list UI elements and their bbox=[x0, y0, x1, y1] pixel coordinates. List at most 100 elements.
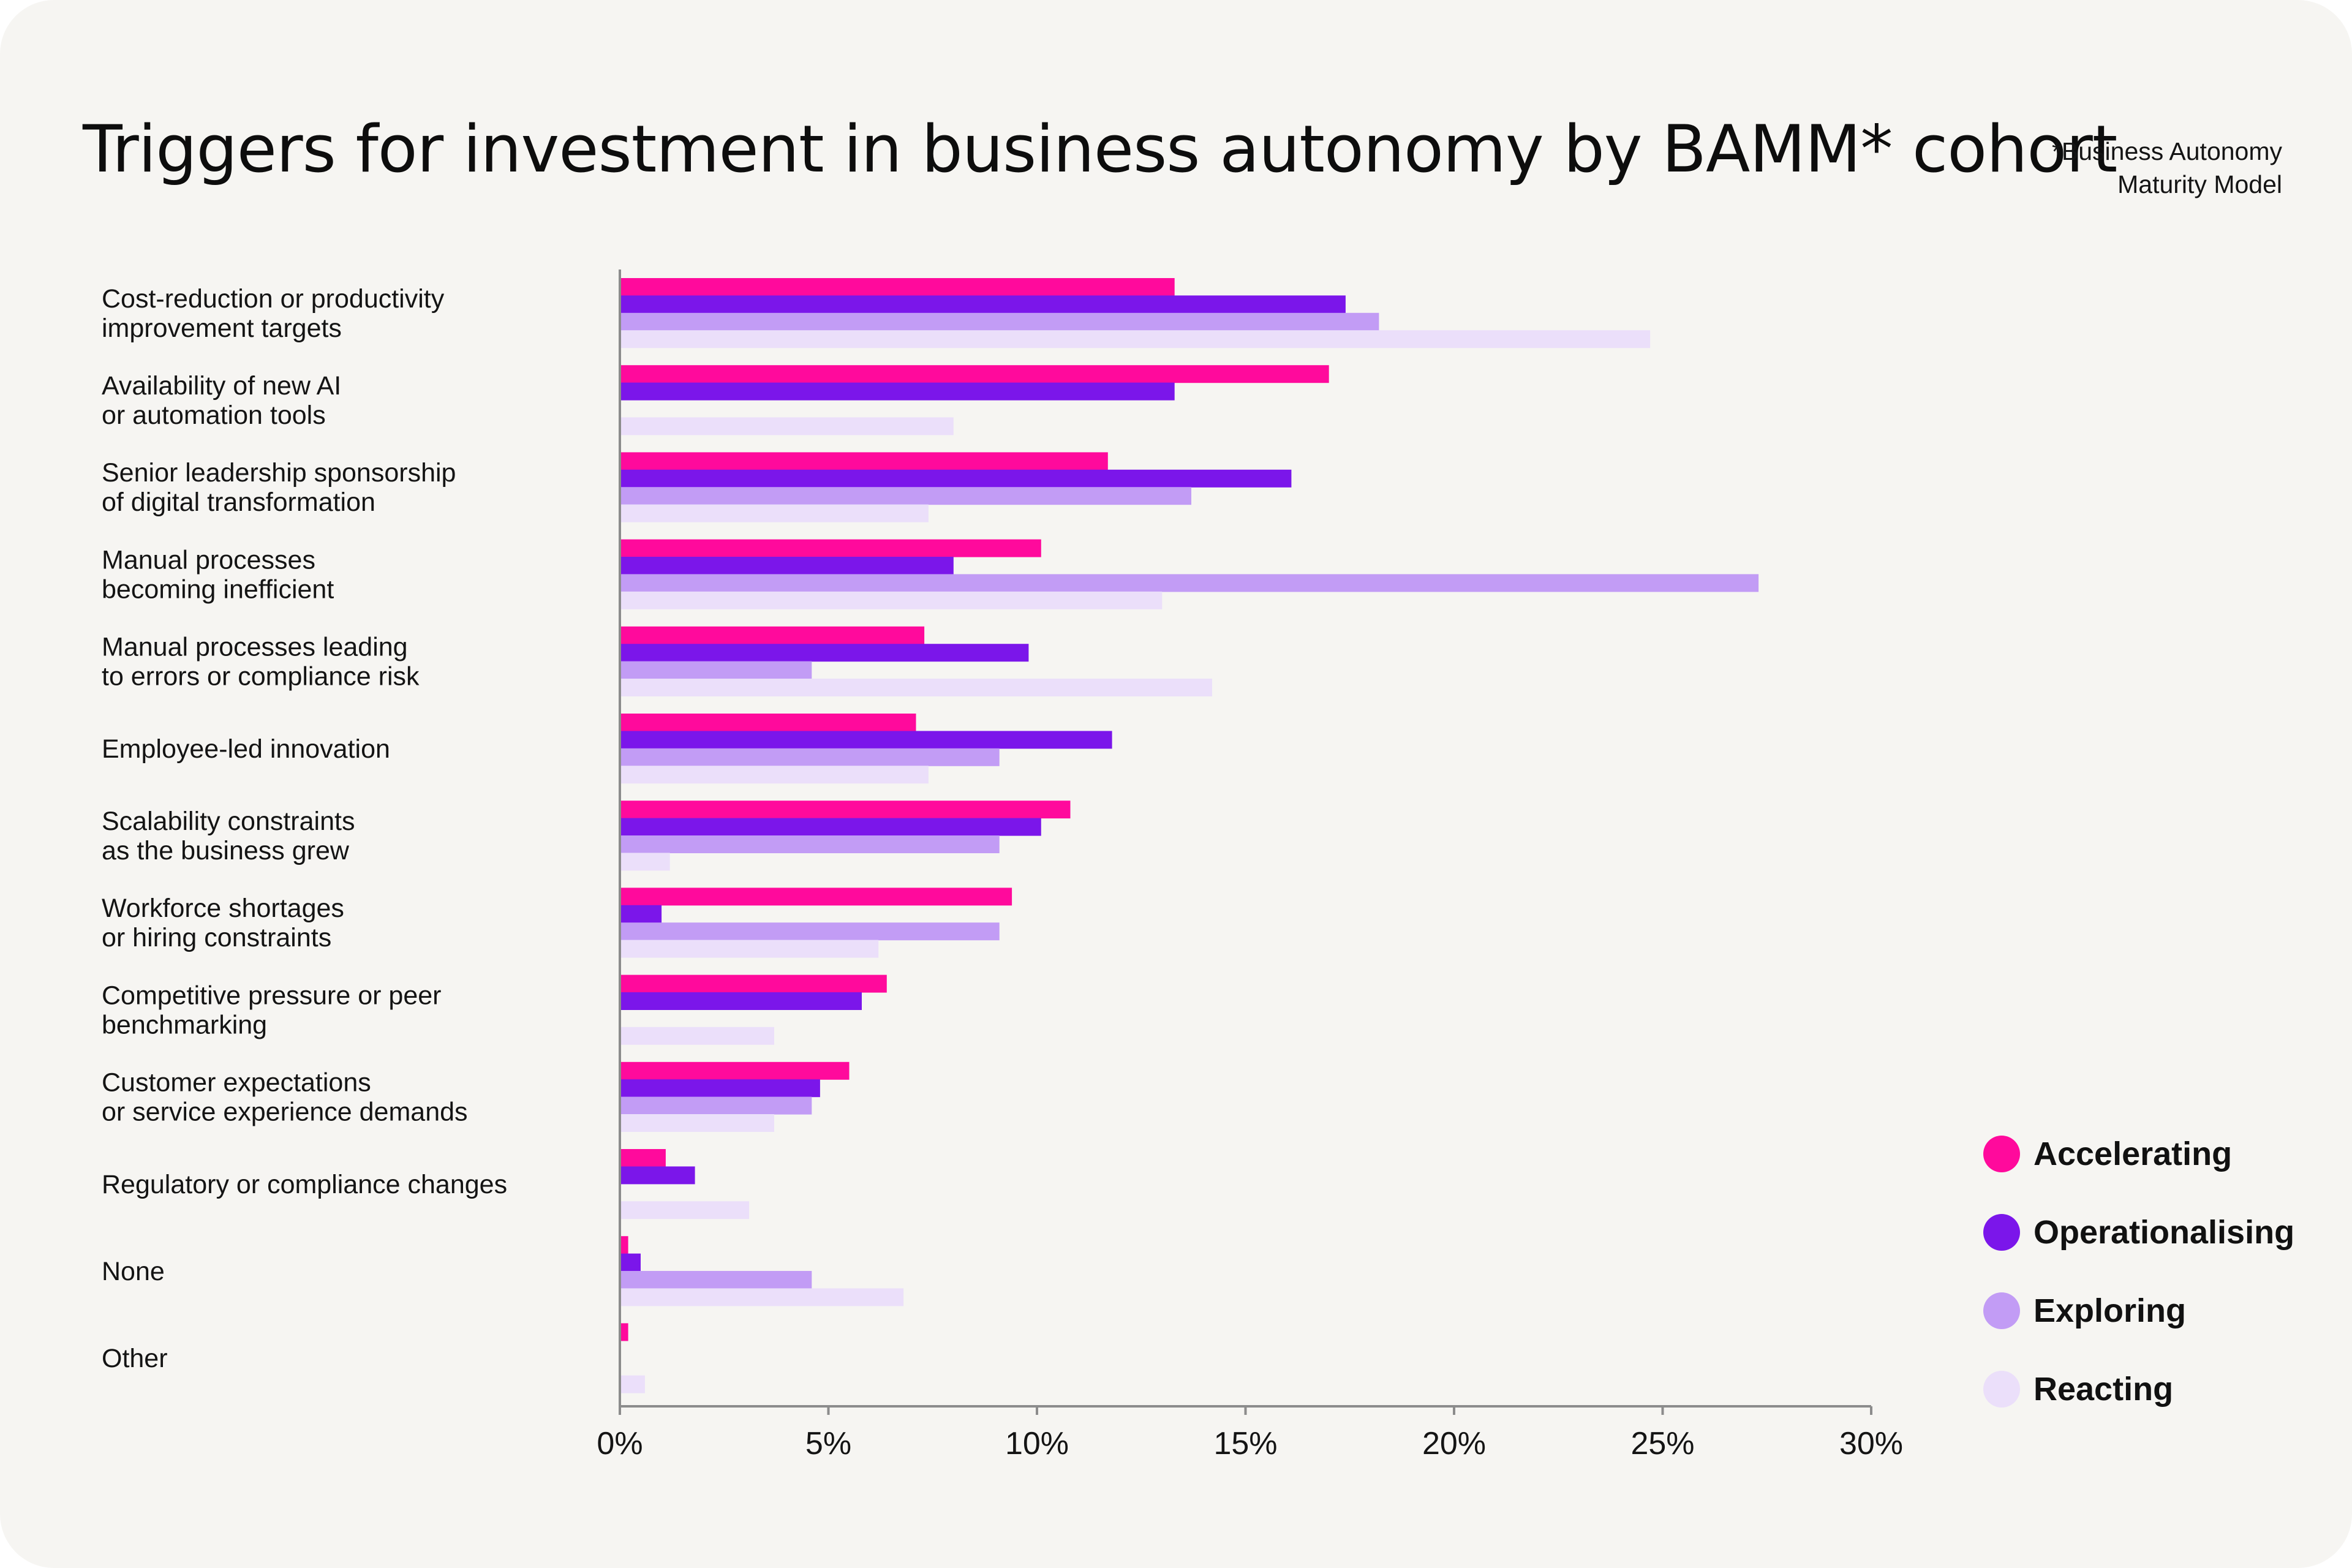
bar-reacting-10 bbox=[620, 1201, 750, 1219]
bar-reacting-0 bbox=[620, 330, 1651, 349]
bar-operationalising-6 bbox=[620, 818, 1041, 836]
bar-accelerating-5 bbox=[620, 714, 916, 731]
category-label-12: Other bbox=[102, 1344, 168, 1373]
x-tick-label-3: 15% bbox=[1213, 1426, 1277, 1461]
bar-operationalising-7 bbox=[620, 905, 662, 923]
category-label-9: Customer expectations or service experien… bbox=[102, 1068, 468, 1127]
legend-swatch-operationalising bbox=[1983, 1214, 2020, 1251]
bar-exploring-11 bbox=[620, 1271, 812, 1289]
bar-reacting-5 bbox=[620, 766, 929, 784]
bar-accelerating-11 bbox=[620, 1236, 628, 1254]
footnote: *Business Autonomy Maturity Model bbox=[2052, 135, 2282, 201]
legend-swatch-reacting bbox=[1983, 1371, 2020, 1408]
category-label-line: Competitive pressure or peer bbox=[102, 981, 441, 1010]
bar-exploring-6 bbox=[620, 835, 1000, 853]
legend: Accelerating Operationalising Exploring Rea… bbox=[1983, 1115, 2294, 1428]
bar-accelerating-2 bbox=[620, 452, 1108, 470]
legend-label-exploring: Exploring bbox=[2034, 1292, 2187, 1329]
bar-accelerating-10 bbox=[620, 1149, 666, 1167]
category-label-line: benchmarking bbox=[102, 1010, 267, 1039]
bar-reacting-1 bbox=[620, 417, 954, 435]
category-label-line: Manual processes bbox=[102, 545, 315, 575]
bar-accelerating-6 bbox=[620, 801, 1071, 819]
category-label-line: or hiring constraints bbox=[102, 923, 331, 952]
bar-exploring-0 bbox=[620, 312, 1379, 331]
category-label-line: to errors or compliance risk bbox=[102, 662, 420, 692]
bar-reacting-8 bbox=[620, 1027, 774, 1045]
category-label-line: Manual processes leading bbox=[102, 633, 408, 662]
bar-accelerating-1 bbox=[620, 365, 1329, 383]
legend-item-reacting: Reacting bbox=[1983, 1350, 2294, 1428]
bar-operationalising-4 bbox=[620, 644, 1029, 662]
category-label-7: Workforce shortages or hiring constraints bbox=[102, 894, 344, 952]
category-label-line: Workforce shortages bbox=[102, 894, 344, 923]
x-tick-label-5: 25% bbox=[1630, 1426, 1694, 1461]
category-label-line: or automation tools bbox=[102, 401, 326, 430]
footnote-line-1: *Business Autonomy bbox=[2051, 137, 2282, 165]
x-tick-label-2: 10% bbox=[1005, 1426, 1069, 1461]
footnote-line-2: Maturity Model bbox=[2117, 170, 2282, 198]
bar-reacting-12 bbox=[620, 1375, 645, 1393]
bar-operationalising-8 bbox=[620, 992, 862, 1010]
category-label-8: Competitive pressure or peer benchmarking bbox=[102, 981, 441, 1039]
bar-accelerating-8 bbox=[620, 974, 887, 993]
bar-accelerating-4 bbox=[620, 626, 925, 644]
bar-operationalising-9 bbox=[620, 1079, 820, 1098]
bar-exploring-9 bbox=[620, 1096, 812, 1115]
category-label-line: Regulatory or compliance changes bbox=[102, 1170, 507, 1199]
bar-operationalising-11 bbox=[620, 1253, 641, 1272]
x-tick-label-4: 20% bbox=[1422, 1426, 1486, 1461]
legend-label-operationalising: Operationalising bbox=[2034, 1214, 2295, 1251]
bar-operationalising-1 bbox=[620, 382, 1175, 401]
x-tick-label-6: 30% bbox=[1839, 1426, 1903, 1461]
category-label-line: or service experience demands bbox=[102, 1098, 468, 1127]
bar-exploring-2 bbox=[620, 487, 1191, 505]
x-tick-label-1: 5% bbox=[805, 1426, 851, 1461]
category-label-1: Availability of new AI or automation tool… bbox=[102, 371, 341, 430]
chart-title: Triggers for investment in business auto… bbox=[83, 111, 2117, 187]
bar-operationalising-10 bbox=[620, 1166, 695, 1185]
bar-accelerating-9 bbox=[620, 1061, 850, 1080]
category-label-line: Employee-led innovation bbox=[102, 734, 390, 764]
legend-swatch-accelerating bbox=[1983, 1136, 2020, 1172]
category-label-line: becoming inefficient bbox=[102, 575, 334, 604]
x-tick-label-0: 0% bbox=[597, 1426, 643, 1461]
bar-operationalising-5 bbox=[620, 731, 1112, 749]
bar-reacting-3 bbox=[620, 591, 1163, 609]
legend-label-accelerating: Accelerating bbox=[2034, 1136, 2233, 1172]
category-label-line: Availability of new AI bbox=[102, 371, 341, 401]
category-label-3: Manual processes becoming inefficient bbox=[102, 545, 334, 604]
category-label-line: Customer expectations bbox=[102, 1068, 371, 1098]
category-label-2: Senior leadership sponsorship of digital … bbox=[102, 458, 456, 517]
bar-reacting-4 bbox=[620, 679, 1212, 696]
legend-item-operationalising: Operationalising bbox=[1983, 1193, 2294, 1272]
bar-accelerating-7 bbox=[620, 888, 1012, 906]
bar-reacting-11 bbox=[620, 1288, 904, 1306]
category-label-line: improvement targets bbox=[102, 314, 342, 343]
bar-exploring-4 bbox=[620, 661, 812, 679]
category-label-line: Senior leadership sponsorship bbox=[102, 458, 456, 488]
category-label-line: Other bbox=[102, 1344, 168, 1373]
legend-swatch-exploring bbox=[1983, 1292, 2020, 1329]
category-label-5: Employee-led innovation bbox=[102, 734, 390, 764]
category-label-0: Cost-reduction or productivity improvemen… bbox=[102, 284, 445, 343]
bar-accelerating-12 bbox=[620, 1323, 628, 1341]
bar-operationalising-0 bbox=[620, 295, 1346, 314]
bar-exploring-5 bbox=[620, 748, 1000, 766]
bar-reacting-7 bbox=[620, 940, 879, 958]
bar-reacting-9 bbox=[620, 1114, 774, 1132]
category-label-10: Regulatory or compliance changes bbox=[102, 1170, 507, 1199]
bar-accelerating-0 bbox=[620, 278, 1175, 296]
legend-item-accelerating: Accelerating bbox=[1983, 1115, 2294, 1193]
category-label-line: of digital transformation bbox=[102, 488, 375, 517]
bar-operationalising-2 bbox=[620, 469, 1292, 488]
legend-label-reacting: Reacting bbox=[2034, 1371, 2174, 1408]
category-label-6: Scalability constraints as the business g… bbox=[102, 807, 355, 865]
bar-accelerating-3 bbox=[620, 539, 1041, 557]
bar-exploring-3 bbox=[620, 574, 1759, 592]
bar-operationalising-3 bbox=[620, 557, 954, 575]
bar-exploring-7 bbox=[620, 922, 1000, 941]
category-label-line: Cost-reduction or productivity bbox=[102, 284, 445, 314]
